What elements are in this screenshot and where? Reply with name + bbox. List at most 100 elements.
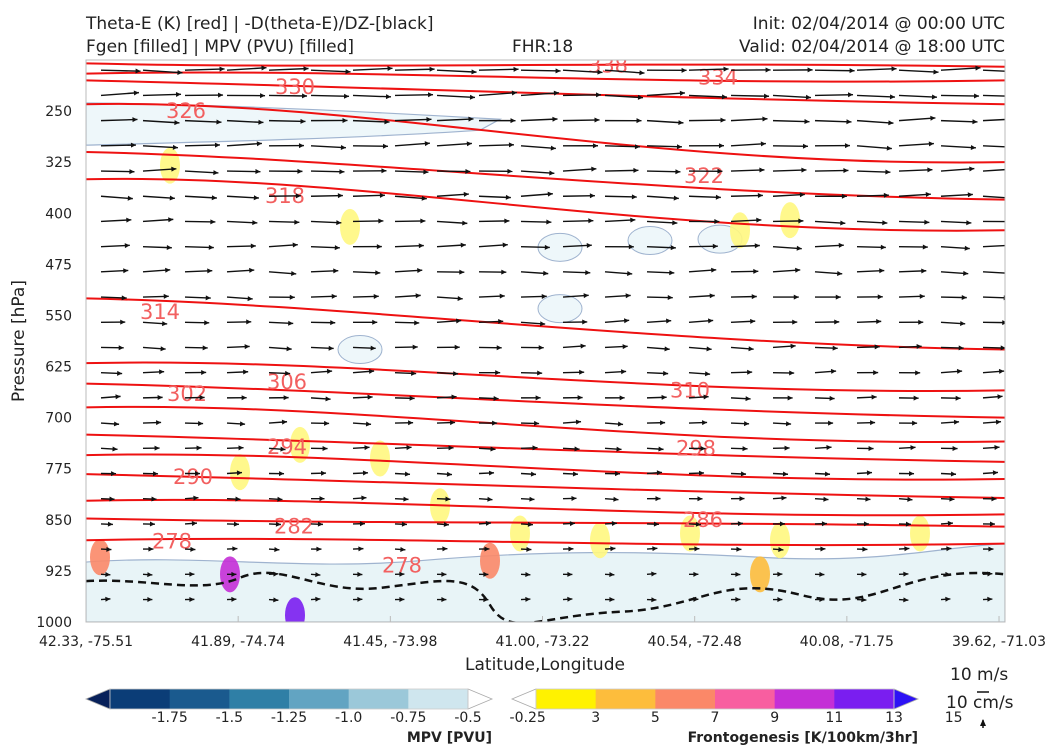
wind-vector-head	[342, 117, 348, 123]
wind-vector	[520, 145, 556, 150]
wind-vector	[184, 195, 217, 199]
wind-vector-head	[274, 546, 280, 552]
wind-vector-head	[1003, 295, 1005, 301]
frontogenesis-fill	[590, 522, 610, 559]
wind-vector-head	[365, 421, 372, 427]
wind-vector-head	[198, 420, 204, 426]
wind-vector-head	[953, 419, 960, 425]
wind-vector	[184, 144, 220, 147]
wind-vector-head	[793, 294, 799, 300]
wind-vector	[604, 169, 639, 172]
wind-vector-head	[168, 217, 174, 223]
wind-vector	[688, 195, 721, 199]
wind-vector-head	[679, 90, 685, 96]
wind-vector-head	[824, 471, 831, 477]
colorbar-mpv-tick-label: -0.25	[510, 710, 546, 726]
wind-vector-head	[231, 596, 237, 602]
wind-vector-head	[216, 119, 222, 125]
colorbar-mpv-segment	[348, 689, 409, 709]
wind-vector-head	[540, 321, 546, 327]
wind-vector-head	[582, 319, 588, 325]
wind-vector	[100, 170, 135, 173]
wind-vector-head	[330, 320, 336, 326]
wind-vector-head	[362, 470, 369, 476]
x-tick-label: 41.00, -73.22	[495, 634, 589, 650]
colorbar-fgen-extend-high	[893, 688, 920, 710]
x-tick-label: 41.89, -74.74	[191, 634, 285, 650]
wind-vector-head	[861, 597, 867, 603]
wind-vector-head	[585, 270, 591, 276]
theta-e-label-302: 302	[167, 382, 207, 406]
wind-vector-head	[109, 496, 115, 502]
wind-vector-head	[913, 395, 919, 401]
wind-vector	[310, 94, 350, 98]
wind-vector-head	[401, 521, 407, 527]
wind-vector-head	[555, 68, 561, 74]
wind-vector-head	[527, 521, 533, 527]
wind-vector-head	[883, 192, 889, 198]
theta-e-contour-302	[86, 405, 1005, 444]
wind-vector-head	[193, 495, 199, 501]
wind-vector	[562, 94, 602, 97]
colorbar-fgen-segment	[536, 689, 597, 709]
wind-vector-head	[532, 445, 538, 451]
wind-vector	[772, 94, 812, 99]
y-axis-label: Pressure [hPa]	[9, 280, 29, 402]
wind-vector-head	[777, 597, 783, 603]
wind-vector-head	[721, 94, 728, 100]
wind-vector-head	[718, 143, 724, 149]
wind-vector-head	[778, 547, 784, 553]
wind-vector-head	[302, 93, 308, 99]
wind-vector	[226, 142, 262, 147]
wind-vector-head	[796, 245, 802, 251]
init-time: Init: 02/04/2014 @ 00:00 UTC	[752, 14, 1005, 34]
wind-vector	[730, 169, 765, 172]
y-tick-label: 400	[45, 206, 72, 222]
wind-vector-head	[891, 66, 897, 72]
wind-vector-head	[450, 420, 456, 426]
wind-vector-head	[879, 268, 885, 274]
wind-vector-head	[969, 166, 975, 172]
wind-vector-head	[765, 67, 771, 73]
wind-vector-head	[835, 294, 841, 300]
wind-vector-head	[958, 345, 964, 351]
wind-vector-head	[698, 470, 705, 476]
wind-vector-head	[579, 369, 585, 375]
wind-vector-head	[465, 168, 471, 174]
wind-vector-head	[567, 596, 573, 602]
wind-vector	[436, 142, 472, 147]
wind-vector-head	[526, 546, 532, 552]
wind-vector	[856, 145, 892, 150]
wind-vector-head	[619, 395, 625, 401]
wind-vector-head	[610, 546, 616, 552]
wind-vector-head	[849, 68, 855, 74]
wind-vector-head	[105, 572, 111, 578]
wind-vector-head	[930, 115, 936, 121]
wind-vector-head	[406, 445, 412, 451]
forecast-hour: FHR:18	[512, 37, 574, 57]
wind-vector	[940, 145, 976, 149]
wind-vector-head	[583, 293, 589, 299]
wind-vector-head	[739, 496, 745, 502]
wind-vector-head	[589, 193, 595, 199]
wind-vector-head	[877, 294, 883, 300]
theta-e-contour-282	[86, 517, 1005, 528]
title-line-2: Fgen [filled] | MPV (PVU) [filled]	[86, 37, 355, 57]
wind-vector-head	[443, 521, 449, 527]
wind-reference-arrowhead	[980, 719, 986, 726]
y-tick-label: 1000	[36, 615, 72, 631]
theta-e-contour-278	[86, 537, 1005, 547]
wind-vector-head	[613, 496, 619, 502]
wind-vector	[478, 144, 514, 147]
wind-vector-head	[118, 345, 124, 351]
wind-vector	[688, 94, 728, 98]
wind-vector	[562, 69, 603, 74]
wind-vector-head	[490, 446, 496, 452]
wind-vector-head	[762, 116, 768, 122]
wind-vector-head	[841, 193, 847, 199]
wind-vector-head	[233, 521, 239, 527]
wind-vector-head	[238, 445, 244, 451]
wind-vector-head	[130, 142, 136, 148]
colorbar-fgen-tick-label: 13	[885, 710, 903, 726]
wind-vector-head	[249, 267, 255, 273]
